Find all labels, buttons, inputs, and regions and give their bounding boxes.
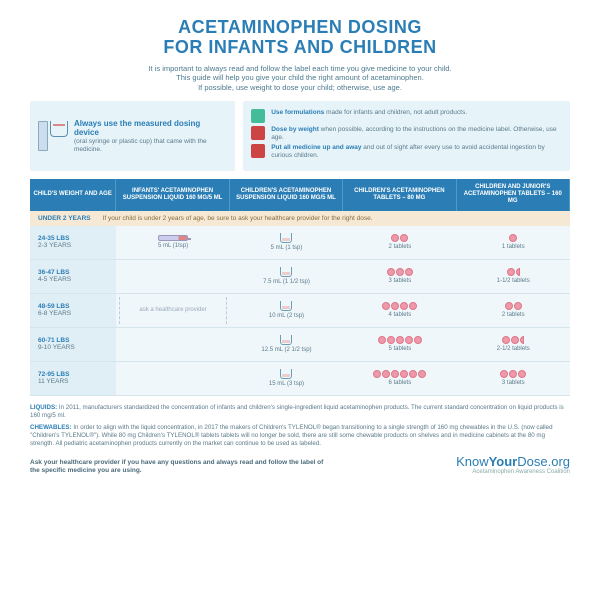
cup-icon <box>50 121 68 137</box>
syringe-icon <box>38 121 48 151</box>
table-header: CHILD'S WEIGHT AND AGE INFANTS' ACETAMIN… <box>30 179 570 211</box>
tablet-icons <box>387 268 413 276</box>
under2-note: If your child is under 2 years of age, b… <box>103 215 373 222</box>
scale-icon <box>251 126 265 140</box>
tablet-icons <box>373 370 426 378</box>
th-infants-liquid: INFANTS' ACETAMINOPHEN SUSPENSION LIQUID… <box>116 179 229 211</box>
table-row: 36-47 LBS4-5 YEARS7.5 mL (1 1/2 tsp)3 ta… <box>30 260 570 294</box>
th-tablets-80: CHILDREN'S ACETAMINOPHEN TABLETS – 80 MG <box>343 179 456 211</box>
table-row: 48-59 LBS6-8 YEARSask a healthcare provi… <box>30 294 570 328</box>
safety-tips-box: Use formulations made for infants and ch… <box>243 101 570 171</box>
th-tablets-160: CHILDREN AND JUNIOR'S ACETAMINOPHEN TABL… <box>457 179 570 211</box>
table-row: 72-95 LBS11 YEARS15 mL (3 tsp)6 tablets3… <box>30 362 570 396</box>
page: ACETAMINOPHEN DOSINGFOR INFANTS AND CHIL… <box>0 0 600 600</box>
liquids-text: In 2011, manufacturers standardized the … <box>30 404 564 419</box>
logo-name: KnowYourDose.org <box>456 454 570 469</box>
dosing-device-box: Always use the measured dosing device (o… <box>30 101 235 171</box>
table-row: 60-71 LBS9-10 YEARS12.5 mL (2 1/2 tsp)5 … <box>30 328 570 362</box>
tip-boxes: Always use the measured dosing device (o… <box>30 101 570 171</box>
tablet-icons <box>509 234 517 242</box>
liquids-label: LIQUIDS: <box>30 404 57 411</box>
tablet-icons <box>507 268 520 276</box>
footnotes: LIQUIDS: In 2011, manufacturers standard… <box>30 404 570 448</box>
cup-icon <box>280 335 292 345</box>
cup-icon <box>280 233 292 243</box>
logo-tag: Acetaminophen Awareness Coalition <box>456 469 570 475</box>
cup-icon <box>280 267 292 277</box>
tablet-icons <box>500 370 526 378</box>
tablet-icons <box>378 336 422 344</box>
cup-icon <box>280 369 292 379</box>
table-body: 24-35 LBS2-3 YEARS5 mL (1tsp)5 mL (1 tsp… <box>30 226 570 396</box>
chewables-label: CHEWABLES: <box>30 424 72 431</box>
lock-icon <box>251 144 265 158</box>
tip-bold: Use formulations <box>271 109 324 116</box>
child-icon <box>251 109 265 123</box>
chewables-text: In order to align with the liquid concen… <box>30 424 553 447</box>
tip-bold: Dose by weight <box>271 126 319 133</box>
tablet-icons <box>391 234 408 242</box>
tablet-icons <box>382 302 417 310</box>
th-weight: CHILD'S WEIGHT AND AGE <box>30 179 116 211</box>
ask-provider: Ask your healthcare provider if you have… <box>30 459 327 475</box>
tablet-icons <box>502 336 524 344</box>
tablet-icons <box>505 302 522 310</box>
under2-label: UNDER 2 YEARS <box>38 215 91 222</box>
cup-icon <box>280 301 292 311</box>
footer: Ask your healthcare provider if you have… <box>30 454 570 475</box>
ask-hcp: ask a healthcare provider <box>119 297 226 324</box>
page-title: ACETAMINOPHEN DOSINGFOR INFANTS AND CHIL… <box>30 18 570 58</box>
page-subtitle: It is important to always read and follo… <box>30 64 570 93</box>
th-childrens-liquid: CHILDREN'S ACETAMINOPHEN SUSPENSION LIQU… <box>230 179 343 211</box>
under-2-row: UNDER 2 YEARS If your child is under 2 y… <box>30 211 570 226</box>
syringe-icon <box>158 235 188 241</box>
logo: KnowYourDose.org Acetaminophen Awareness… <box>456 454 570 475</box>
box1-title: Always use the measured dosing device <box>74 119 227 138</box>
box1-sub: (oral syringe or plastic cup) that came … <box>74 138 227 154</box>
tip-bold: Put all medicine up and away <box>271 144 361 151</box>
tip-text: made for infants and children, not adult… <box>324 109 467 116</box>
table-row: 24-35 LBS2-3 YEARS5 mL (1tsp)5 mL (1 tsp… <box>30 226 570 260</box>
